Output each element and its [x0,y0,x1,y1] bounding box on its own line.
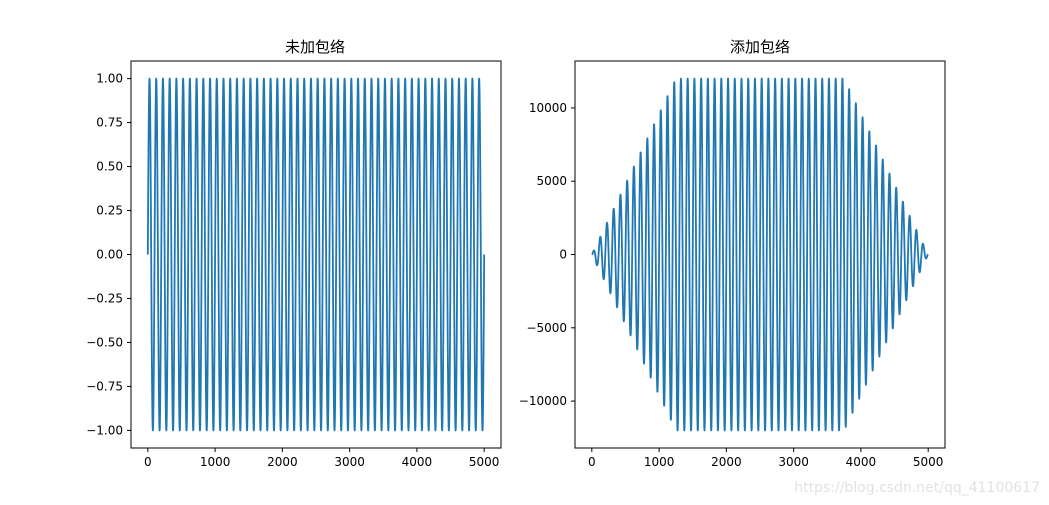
chart-left-y-tick-label: −0.50 [86,335,123,349]
chart-left-series-line [146,77,486,432]
chart-right-y-tick-label: 0 [559,248,567,262]
chart-left: 未加包络 1.00 0.75 0.50 0.25 0.00 −0.25 −0.50 −0.75… [86,38,502,469]
chart-left-x-tick-label: 5000 [469,455,500,469]
chart-right-y-ticks: 10000 5000 0 −5000 −10000 [519,101,575,408]
chart-left-x-tick-label: 1000 [200,455,231,469]
chart-right-axes-frame [574,60,946,449]
watermark: https://blog.csdn.net/qq_41100617 [794,480,1040,496]
chart-right-x-tick-label: 0 [588,455,596,469]
chart-left-x-tick-label: 3000 [334,455,365,469]
chart-left-y-ticks: 1.00 0.75 0.50 0.25 0.00 −0.25 −0.50 −0.75 −1.00 [86,72,131,437]
chart-left-y-tick-label: 0.25 [96,204,123,218]
chart-right-y-tick-label: −5000 [526,321,567,335]
chart-right-title: 添加包络 [730,38,790,56]
chart-left-title: 未加包络 [285,38,345,56]
chart-left-y-tick-label: 0.50 [96,160,123,174]
chart-right-x-tick-label: 3000 [778,455,809,469]
chart-left-x-tick-label: 4000 [402,455,433,469]
chart-right: 添加包络 10000 5000 0 −5000 −10000 0 1000 2000 3000… [519,38,946,469]
chart-right-y-tick-label: −10000 [519,394,567,408]
chart-right-x-ticks: 0 1000 2000 3000 4000 5000 [588,448,943,469]
chart-right-x-tick-label: 1000 [644,455,675,469]
chart-left-y-tick-label: 0.00 [96,248,123,262]
chart-right-x-tick-label: 4000 [846,455,877,469]
chart-left-y-tick-label: −0.75 [86,379,123,393]
chart-right-y-tick-label: 5000 [536,174,567,188]
chart-left-y-tick-label: −0.25 [86,291,123,305]
chart-left-y-tick-label: 1.00 [96,72,123,86]
chart-right-x-tick-label: 2000 [711,455,742,469]
chart-left-x-tick-label: 0 [144,455,152,469]
chart-left-x-tick-label: 2000 [267,455,298,469]
chart-left-y-tick-label: 0.75 [96,116,123,130]
chart-left-y-tick-label: −1.00 [86,423,123,437]
chart-right-x-tick-label: 5000 [913,455,944,469]
chart-right-y-tick-label: 10000 [529,101,567,115]
chart-right-series-line [590,77,930,432]
chart-left-x-ticks: 0 1000 2000 3000 4000 5000 [144,448,499,469]
chart-left-axes-frame [130,60,502,449]
